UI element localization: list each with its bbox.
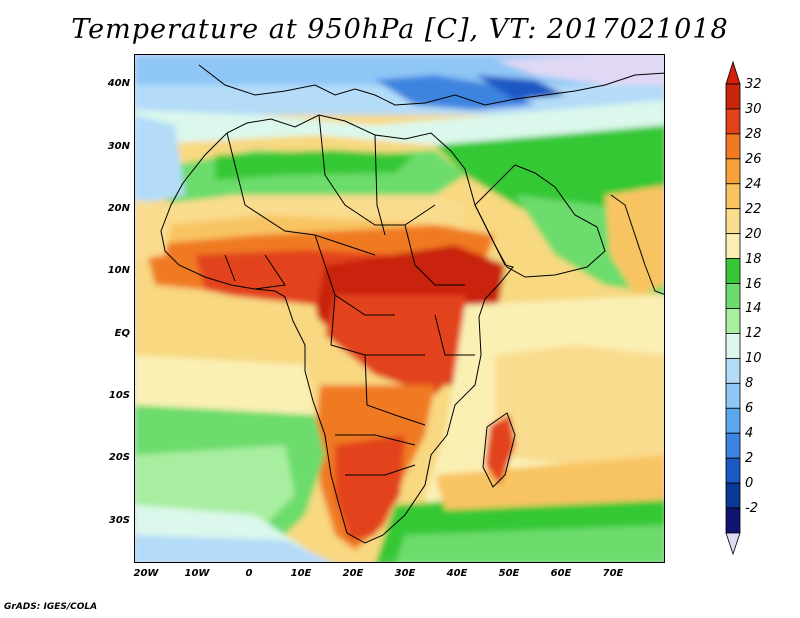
lat-label-30n: 30N: [107, 141, 130, 152]
lat-label-20s: 20S: [108, 452, 130, 463]
lat-label-40n: 40N: [107, 78, 130, 89]
lon-label-60e: 60E: [550, 568, 572, 579]
lat-label-eq: EQ: [114, 328, 130, 339]
colorbar-swatch: [725, 333, 741, 359]
colorbar-tick-label: 0: [745, 476, 754, 492]
colorbar-tick-label: 6: [745, 401, 754, 417]
colorbar-swatch: [725, 283, 741, 309]
colorbar-tick-label: 28: [745, 126, 762, 142]
colorbar-tick-label: 16: [745, 276, 762, 292]
colorbar-tick-label: 24: [745, 176, 762, 192]
lon-label-10e: 10E: [290, 568, 312, 579]
map-canvas: [135, 55, 664, 562]
lat-label-10n: 10N: [107, 265, 130, 276]
colorbar-tick-label: 22: [745, 201, 762, 217]
colorbar-swatch: [725, 158, 741, 185]
lat-label-30s: 30S: [108, 515, 130, 526]
colorbar-swatch: [725, 108, 741, 135]
colorbar-swatch: [725, 208, 741, 235]
lon-label-70e: 70E: [602, 568, 624, 579]
colorbar-tick-label: 14: [745, 301, 762, 317]
colorbar-tick-label: 32: [745, 76, 762, 92]
colorbar-swatch: [725, 407, 741, 434]
colorbar-tick-label: 30: [745, 101, 762, 117]
colorbar-tick-label: 10: [745, 351, 762, 367]
colorbar-swatch: [725, 183, 741, 210]
colorbar-tick-label: 2: [745, 451, 754, 467]
colorbar-tick-label: 18: [745, 251, 762, 267]
lon-label-20e: 20E: [342, 568, 364, 579]
colorbar-swatch: [725, 382, 741, 409]
colorbar-swatch: [725, 308, 741, 334]
lon-label-40e: 40E: [446, 568, 468, 579]
colorbar-swatch: [725, 482, 741, 509]
colorbar-tick-label: -2: [745, 501, 758, 516]
colorbar-tick-label: 4: [745, 426, 754, 442]
coastlines: [160, 64, 664, 544]
colorbar-swatch: [725, 357, 741, 384]
chart-title: Temperature at 950hPa [C], VT: 201702101…: [71, 14, 729, 45]
temperature-map: [134, 54, 665, 563]
colorbar-swatch: [725, 133, 741, 160]
colorbar-tick-label: 26: [745, 151, 762, 167]
colorbar-swatch: [725, 83, 741, 110]
colorbar-swatch: [725, 457, 741, 484]
lon-label-10w: 10W: [184, 568, 210, 579]
colorbar-top-arrow: [725, 60, 741, 85]
grads-credit: GrADS: IGES/COLA: [4, 602, 98, 612]
colorbar-swatch: [725, 233, 741, 260]
lon-label-50e: 50E: [498, 568, 520, 579]
lon-label-30e: 30E: [394, 568, 416, 579]
colorbar-swatch: [725, 507, 741, 534]
lon-label-20w: 20W: [133, 568, 159, 579]
colorbar-tick-label: 8: [745, 376, 754, 392]
colorbar-tick-label: 12: [745, 326, 762, 342]
lat-label-20n: 20N: [107, 203, 130, 214]
colorbar-swatch: [725, 258, 741, 284]
colorbar-swatch: [725, 432, 741, 459]
temperature-field: [135, 55, 664, 562]
lon-label-0: 0: [245, 568, 253, 579]
colorbar-tick-label: 20: [745, 226, 762, 242]
lat-label-10s: 10S: [108, 390, 130, 401]
colorbar-bottom-arrow: [725, 532, 741, 556]
